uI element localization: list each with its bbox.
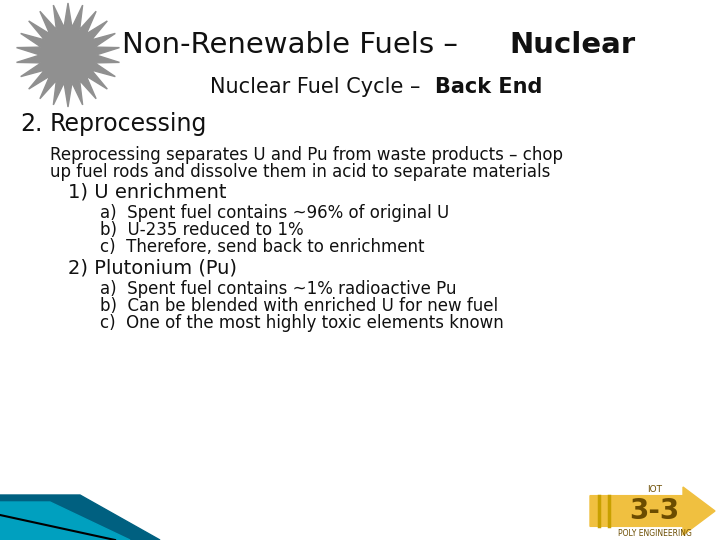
- Text: 2.: 2.: [20, 112, 42, 136]
- Text: 1) U enrichment: 1) U enrichment: [68, 183, 227, 201]
- Text: c)  Therefore, send back to enrichment: c) Therefore, send back to enrichment: [100, 238, 425, 256]
- Polygon shape: [17, 3, 120, 107]
- Text: Non-Renewable Fuels –: Non-Renewable Fuels –: [122, 31, 467, 59]
- Text: POLY ENGINEERING: POLY ENGINEERING: [618, 529, 691, 538]
- Text: IOT: IOT: [647, 485, 662, 494]
- Text: up fuel rods and dissolve them in acid to separate materials: up fuel rods and dissolve them in acid t…: [50, 163, 550, 181]
- Text: b)  U-235 reduced to 1%: b) U-235 reduced to 1%: [100, 221, 304, 239]
- Text: c)  One of the most highly toxic elements known: c) One of the most highly toxic elements…: [100, 314, 504, 332]
- Text: b)  Can be blended with enriched U for new fuel: b) Can be blended with enriched U for ne…: [100, 297, 498, 315]
- Polygon shape: [0, 495, 160, 540]
- Text: Nuclear Fuel Cycle –: Nuclear Fuel Cycle –: [210, 77, 427, 97]
- Text: Reprocessing: Reprocessing: [50, 112, 207, 136]
- Text: Reprocessing separates U and Pu from waste products – chop: Reprocessing separates U and Pu from was…: [50, 146, 563, 164]
- Text: 2) Plutonium (Pu): 2) Plutonium (Pu): [68, 259, 237, 278]
- Polygon shape: [590, 487, 715, 535]
- Text: Back End: Back End: [435, 77, 542, 97]
- Text: Nuclear: Nuclear: [509, 31, 635, 59]
- Text: 3-3: 3-3: [629, 497, 680, 525]
- Text: a)  Spent fuel contains ~1% radioactive Pu: a) Spent fuel contains ~1% radioactive P…: [100, 280, 456, 298]
- Text: a)  Spent fuel contains ~96% of original U: a) Spent fuel contains ~96% of original …: [100, 204, 449, 222]
- Polygon shape: [0, 502, 130, 540]
